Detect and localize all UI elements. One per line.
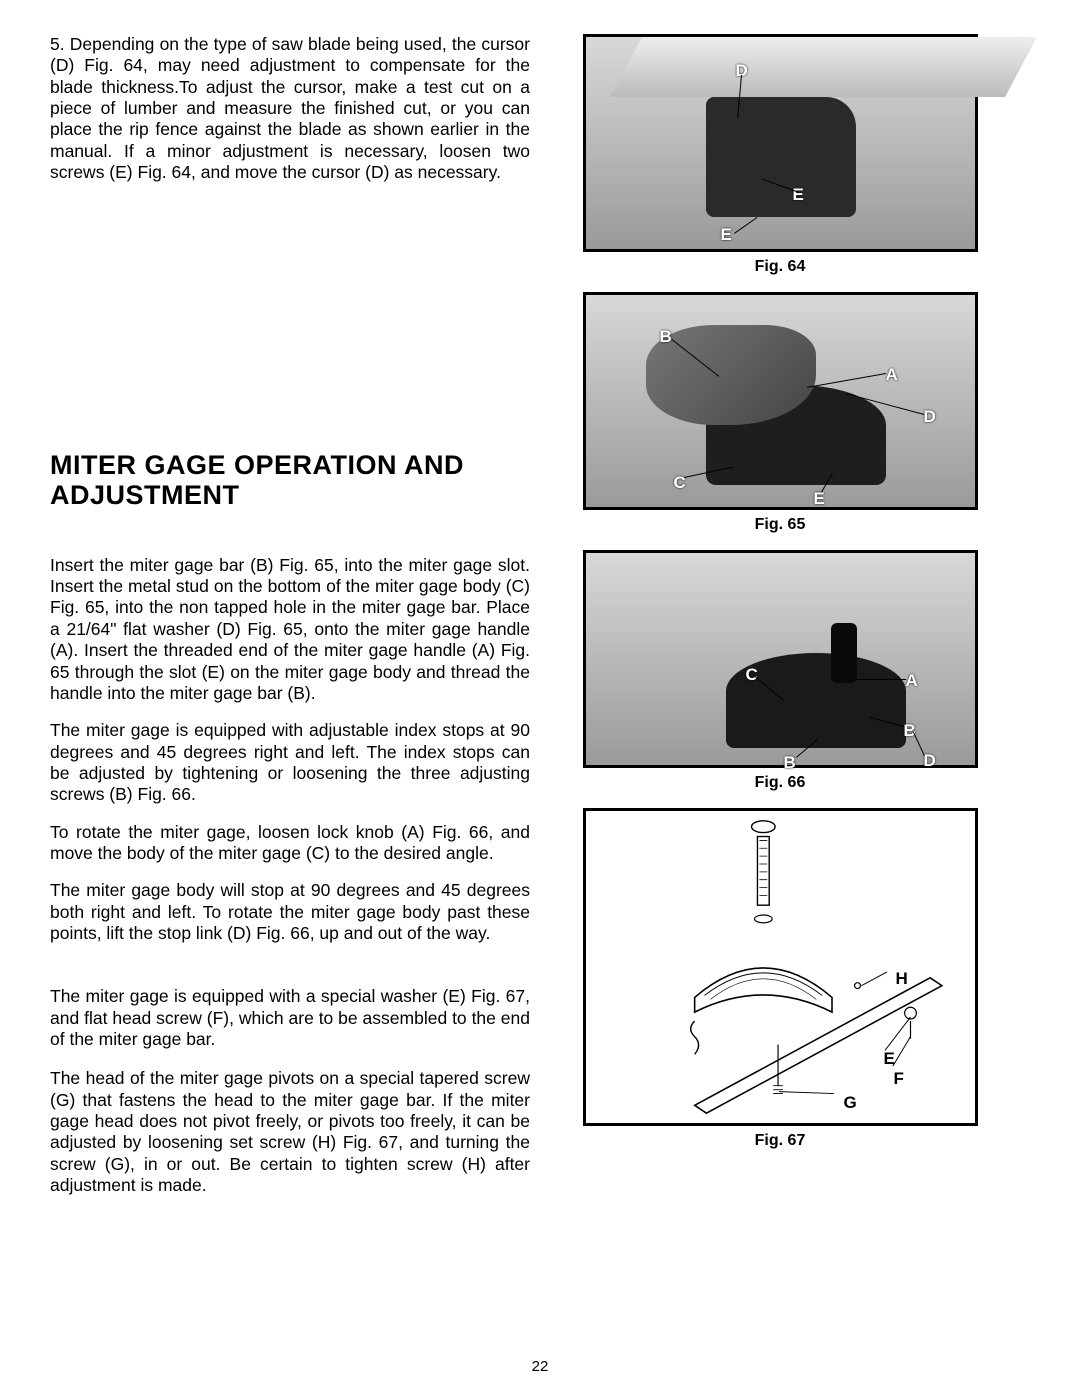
left-column: 5. Depending on the type of saw blade be… (50, 34, 530, 1212)
figure-label: H (896, 969, 908, 989)
figure-67-caption: Fig. 67 (755, 1132, 806, 1150)
figure-65-caption: Fig. 65 (755, 516, 806, 534)
paragraph-2: Insert the miter gage bar (B) Fig. 65, i… (50, 555, 530, 704)
figure-64: DEE (583, 34, 978, 252)
figure-label: D (924, 407, 936, 427)
paragraph-7: The head of the miter gage pivots on a s… (50, 1068, 530, 1196)
figure-67-diagram (586, 811, 975, 1123)
figure-label: G (844, 1093, 857, 1113)
figure-66: CABBD (583, 550, 978, 768)
page-number: 22 (0, 1358, 1080, 1375)
figure-label: B (784, 753, 796, 773)
paragraph-1: 5. Depending on the type of saw blade be… (50, 34, 530, 183)
figure-label: E (884, 1049, 895, 1069)
leader-line (854, 679, 906, 680)
figure-67: H EF G (583, 808, 978, 1126)
cursor-bracket-shape (706, 97, 856, 217)
figure-label: B (904, 721, 916, 741)
right-column: DEE Fig. 64 BADEC Fig. 65 CABBD Fig. 66 (560, 34, 1000, 1212)
paragraph-4: To rotate the miter gage, loosen lock kn… (50, 822, 530, 865)
figure-64-caption: Fig. 64 (755, 258, 806, 276)
figure-label: D (924, 751, 936, 771)
figure-label: E (814, 489, 825, 509)
figure-label: B (660, 327, 672, 347)
figure-label: E (721, 225, 732, 245)
figure-66-caption: Fig. 66 (755, 774, 806, 792)
figure-label: A (906, 671, 918, 691)
figure-65: BADEC (583, 292, 978, 510)
lock-knob-shape (831, 623, 857, 683)
paragraph-5: The miter gage body will stop at 90 degr… (50, 880, 530, 944)
figure-label: E (793, 185, 804, 205)
paragraph-3: The miter gage is equipped with adjustab… (50, 720, 530, 805)
paragraph-6: The miter gage is equipped with a specia… (50, 986, 530, 1050)
figure-label: A (886, 365, 898, 385)
fence-rail-shape (610, 37, 1037, 97)
figure-label: C (746, 665, 758, 685)
figure-label: F (894, 1069, 904, 1089)
section-heading: MITER GAGE OPERATION AND ADJUSTMENT (50, 451, 530, 510)
